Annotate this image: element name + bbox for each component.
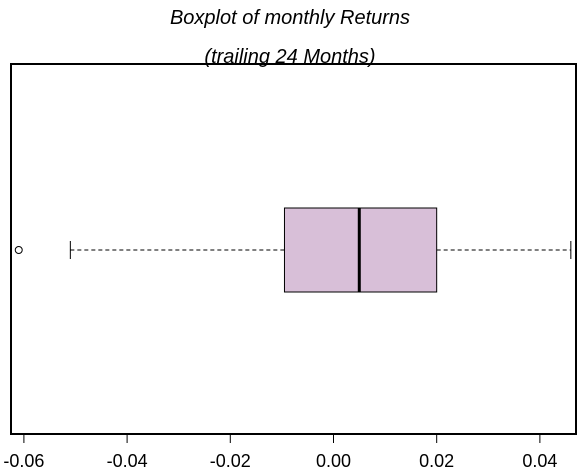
x-axis: -0.06 -0.04 -0.02 0.00 0.02 0.04 (3, 434, 557, 468)
plot-frame (10, 63, 577, 435)
outlier-point (14, 246, 23, 254)
x-tick-label: 0.00 (316, 451, 351, 468)
chart-title-line-1: Boxplot of monthly Returns (170, 7, 410, 29)
chart-title-line-2: (trailing 24 Months) (204, 46, 375, 68)
x-tick-label: -0.04 (107, 451, 148, 468)
x-tick-label: -0.02 (210, 451, 251, 468)
x-tick-label: 0.04 (522, 451, 557, 468)
x-tick-label: 0.02 (419, 451, 454, 468)
x-tick-label: -0.06 (3, 451, 44, 468)
plot-marks (14, 207, 572, 293)
